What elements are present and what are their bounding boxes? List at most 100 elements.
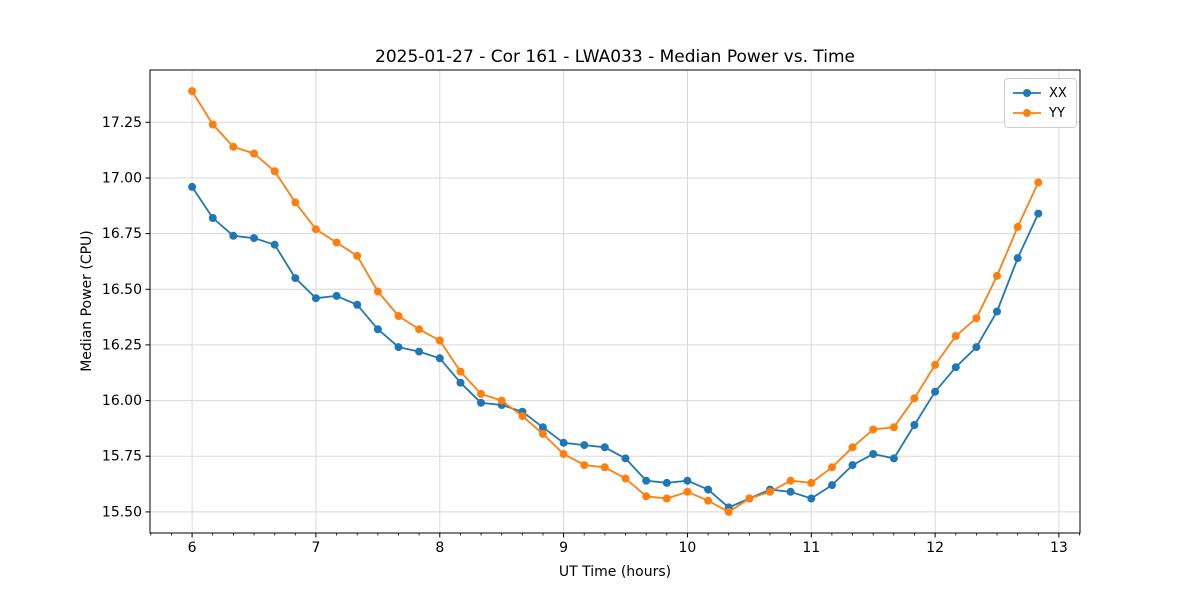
data-point-YY: [931, 360, 940, 369]
data-point-YY: [642, 492, 651, 501]
data-point-YY: [518, 412, 527, 421]
data-point-XX: [229, 231, 238, 240]
data-point-XX: [332, 291, 341, 300]
data-point-YY: [951, 332, 960, 340]
data-point-YY: [394, 312, 403, 320]
y-tick-label: 16.00: [102, 393, 142, 409]
legend-label: YY: [1049, 105, 1065, 121]
legend-line-icon: [1013, 89, 1041, 97]
data-point-YY: [683, 487, 692, 496]
data-point-YY: [559, 450, 568, 458]
data-point-YY: [1034, 178, 1043, 187]
data-point-YY: [353, 251, 362, 260]
data-point-XX: [415, 347, 424, 356]
series-line-YY: [191, 90, 1040, 513]
data-point-XX: [848, 461, 857, 470]
data-point-YY: [972, 314, 981, 323]
data-point-YY: [704, 496, 713, 505]
legend: XX YY: [1004, 78, 1077, 128]
x-tick-label: 12: [926, 540, 944, 556]
data-point-XX: [538, 423, 547, 432]
data-point-YY: [828, 463, 836, 472]
data-point-YY: [848, 443, 857, 452]
data-point-YY: [208, 120, 217, 129]
legend-label: XX: [1049, 85, 1067, 101]
data-point-XX: [270, 240, 279, 249]
data-point-XX: [972, 343, 981, 352]
data-point-YY: [538, 429, 547, 438]
data-point-XX: [1013, 254, 1022, 263]
data-point-YY: [1013, 222, 1022, 231]
data-point-XX: [786, 487, 795, 496]
data-point-YY: [497, 396, 506, 405]
data-point-XX: [910, 421, 919, 429]
data-point-XX: [621, 454, 630, 463]
plot-border: [149, 69, 1081, 534]
data-point-YY: [229, 142, 238, 151]
x-tick-label: 8: [435, 540, 444, 556]
data-point-YY: [188, 87, 197, 96]
data-point-XX: [208, 214, 217, 222]
data-point-YY: [600, 463, 609, 472]
x-tick-label: 10: [678, 540, 696, 556]
data-point-YY: [766, 487, 774, 496]
data-point-XX: [704, 485, 713, 494]
chart-title: 2025-01-27 - Cor 161 - LWA033 - Median P…: [375, 47, 855, 67]
y-tick-label: 15.75: [102, 449, 142, 465]
data-point-XX: [951, 363, 960, 372]
y-tick-label: 15.50: [102, 504, 142, 520]
data-point-YY: [435, 336, 444, 345]
series-line-XX: [191, 185, 1040, 509]
legend-marker: [1023, 109, 1031, 117]
data-point-YY: [580, 461, 589, 470]
data-point-XX: [828, 481, 836, 490]
y-tick-label: 17.25: [102, 115, 142, 131]
data-point-XX: [394, 343, 403, 352]
data-point-YY: [621, 474, 630, 483]
data-point-YY: [662, 494, 671, 503]
data-point-YY: [332, 238, 341, 247]
data-point-XX: [869, 450, 878, 458]
y-tick-label: 16.50: [102, 282, 142, 298]
data-point-XX: [683, 476, 692, 485]
data-point-YY: [993, 271, 1001, 280]
data-point-XX: [931, 387, 940, 396]
data-point-XX: [456, 378, 465, 387]
data-point-YY: [724, 507, 733, 516]
data-point-YY: [869, 425, 878, 434]
data-point-XX: [291, 274, 300, 283]
data-point-XX: [993, 307, 1001, 316]
data-point-YY: [456, 367, 465, 376]
x-tick-label: 7: [311, 540, 320, 556]
x-tick-label: 6: [188, 540, 197, 556]
data-point-XX: [662, 478, 671, 487]
x-tick-label: 11: [802, 540, 820, 556]
data-point-XX: [250, 234, 258, 243]
data-point-YY: [415, 325, 424, 334]
data-point-XX: [353, 300, 362, 309]
x-tick-label: 13: [1050, 540, 1068, 556]
data-point-XX: [188, 182, 197, 191]
legend-item-YY: YY: [1012, 103, 1067, 123]
data-point-XX: [1034, 209, 1043, 218]
data-point-YY: [889, 423, 898, 432]
data-point-XX: [435, 354, 444, 363]
legend-marker: [1023, 89, 1031, 97]
data-point-YY: [291, 198, 300, 207]
data-point-YY: [477, 389, 485, 398]
data-point-XX: [889, 454, 898, 463]
x-axis-label: UT Time (hours): [558, 564, 672, 580]
data-point-YY: [807, 478, 816, 487]
data-point-YY: [250, 149, 258, 158]
data-point-XX: [311, 294, 320, 303]
data-point-YY: [373, 287, 382, 296]
data-point-YY: [745, 494, 754, 503]
data-point-XX: [373, 325, 382, 334]
legend-item-XX: XX: [1012, 83, 1067, 103]
data-point-XX: [477, 398, 485, 407]
y-tick-label: 17.00: [102, 171, 142, 187]
x-tick-label: 9: [559, 540, 568, 556]
data-point-YY: [270, 167, 279, 176]
data-point-XX: [559, 438, 568, 447]
